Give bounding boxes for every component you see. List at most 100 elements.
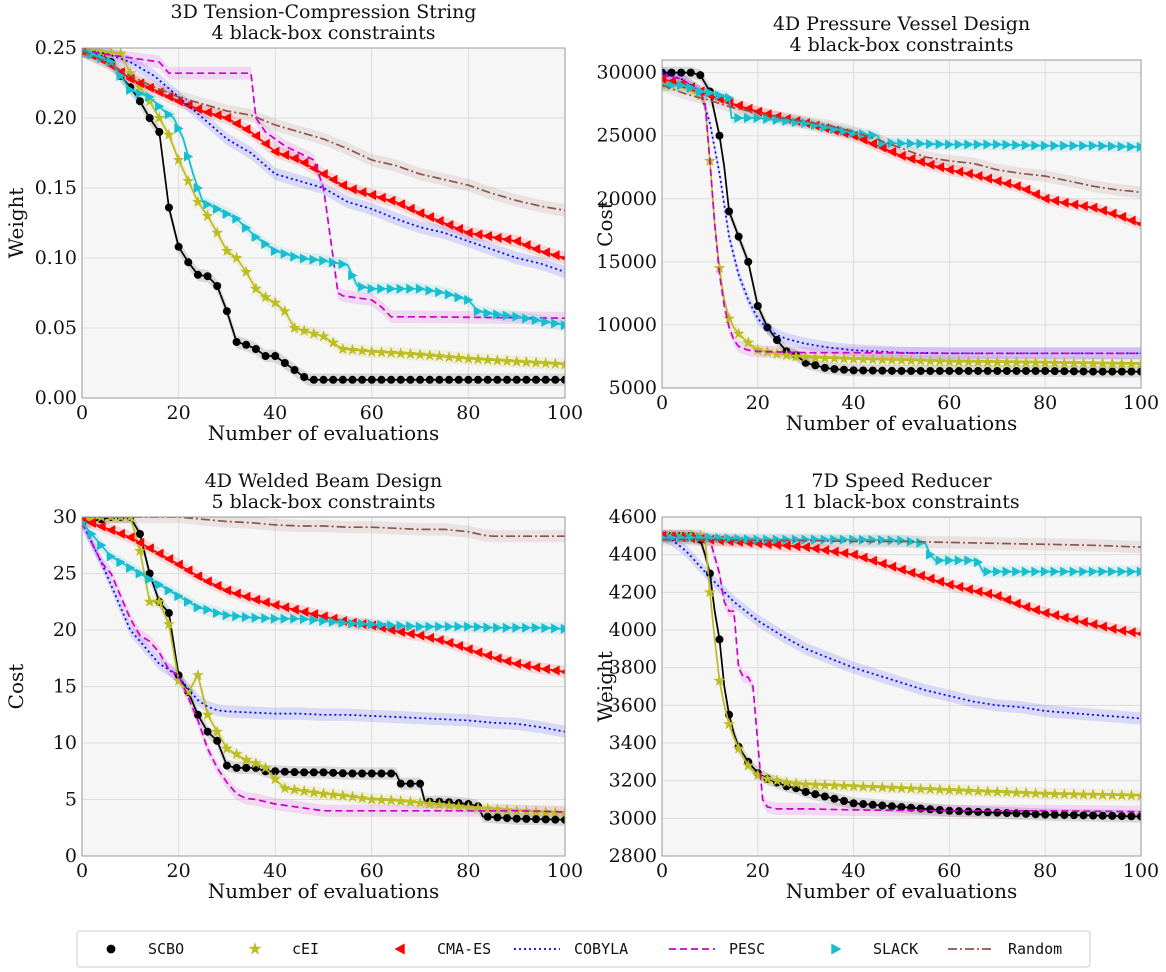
series-marker-scbo <box>233 764 241 772</box>
series-marker-scbo <box>165 204 173 212</box>
series-marker-scbo <box>869 801 877 809</box>
series-marker-scbo <box>310 768 318 776</box>
series-marker-scbo <box>907 367 915 375</box>
series-marker-scbo <box>281 359 289 367</box>
series-marker-scbo <box>358 376 366 384</box>
series-marker-scbo <box>1051 811 1059 819</box>
series-marker-scbo <box>329 376 337 384</box>
series-marker-scbo <box>300 373 308 381</box>
series-marker-scbo <box>926 805 934 813</box>
series-marker-scbo <box>993 367 1001 375</box>
series-marker-scbo <box>522 376 530 384</box>
series-marker-scbo <box>859 800 867 808</box>
series-marker-scbo <box>706 570 714 578</box>
series-marker-scbo <box>677 69 685 77</box>
series-marker-scbo <box>1108 812 1116 820</box>
y-tick-label: 5000 <box>609 377 657 399</box>
series-marker-scbo <box>271 352 279 360</box>
series-marker-scbo <box>993 809 1001 817</box>
y-tick-label: 4600 <box>609 506 657 528</box>
chart-panel-3: 0 20 40 60 80 1000510152025304D Welded Beam D… <box>4 470 583 903</box>
series-marker-scbo <box>1099 812 1107 820</box>
legend: SCBO cEI CMA-ES COBYLA PESC SLACK Random <box>77 931 1090 967</box>
y-tick-label: 3200 <box>609 770 657 792</box>
series-marker-scbo <box>377 770 385 778</box>
series-marker-scbo <box>878 802 886 810</box>
series-marker-scbo <box>965 367 973 375</box>
series-marker-scbo <box>503 814 511 822</box>
x-tick-label: 100 <box>547 402 583 424</box>
y-tick-label: 0.10 <box>35 247 77 269</box>
series-marker-scbo <box>136 97 144 105</box>
series-marker-scbo <box>262 352 270 360</box>
series-marker-scbo <box>1089 812 1097 820</box>
legend-label: cEI <box>292 940 319 958</box>
series-marker-scbo <box>233 338 241 346</box>
series-marker-scbo <box>358 770 366 778</box>
series-marker-scbo <box>754 302 762 310</box>
series-marker-scbo <box>1022 367 1030 375</box>
series-marker-scbo <box>984 808 992 816</box>
y-tick-label: 5 <box>65 789 77 811</box>
series-marker-scbo <box>917 367 925 375</box>
series-marker-scbo <box>945 367 953 375</box>
y-tick-label: 25 <box>53 563 77 585</box>
x-tick-label: 20 <box>746 392 770 414</box>
series-marker-scbo <box>878 367 886 375</box>
series-marker-scbo <box>811 790 819 798</box>
y-tick-label: 3400 <box>609 732 657 754</box>
legend-label: Random <box>1008 940 1062 958</box>
series-marker-scbo <box>484 813 492 821</box>
series-marker-scbo <box>1070 811 1078 819</box>
x-tick-label: 20 <box>167 402 191 424</box>
series-marker-scbo <box>715 635 723 643</box>
series-marker-scbo <box>368 376 376 384</box>
x-axis-label: Number of evaluations <box>786 411 1018 435</box>
series-marker-scbo <box>416 376 424 384</box>
series-marker-scbo <box>725 207 733 215</box>
series-marker-scbo <box>850 366 858 374</box>
series-marker-scbo <box>532 815 540 823</box>
x-tick-label: 100 <box>1123 392 1159 414</box>
series-marker-scbo <box>1060 367 1068 375</box>
series-marker-scbo <box>542 376 550 384</box>
y-tick-label: 30000 <box>597 62 657 84</box>
y-tick-label: 10 <box>53 732 77 754</box>
series-marker-scbo <box>387 770 395 778</box>
series-marker-scbo <box>696 71 704 79</box>
series-marker-scbo <box>204 272 212 280</box>
y-tick-label: 0.20 <box>35 107 77 129</box>
series-marker-scbo <box>888 802 896 810</box>
series-marker-scbo <box>830 795 838 803</box>
x-tick-label: 100 <box>1123 860 1159 882</box>
series-marker-scbo <box>513 815 521 823</box>
y-tick-label: 0 <box>65 845 77 867</box>
series-marker-scbo <box>377 376 385 384</box>
series-marker-scbo <box>493 813 501 821</box>
series-marker-scbo <box>242 341 250 349</box>
y-tick-label: 2800 <box>609 845 657 867</box>
y-tick-label: 30 <box>53 506 77 528</box>
series-marker-scbo <box>397 780 405 788</box>
series-marker-scbo <box>406 780 414 788</box>
x-axis-label: Number of evaluations <box>208 879 440 903</box>
series-marker-scbo <box>773 336 781 344</box>
series-marker-scbo <box>1118 368 1126 376</box>
series-marker-scbo <box>821 792 829 800</box>
series-marker-scbo <box>532 376 540 384</box>
series-marker-scbo <box>840 797 848 805</box>
series-marker-scbo <box>484 376 492 384</box>
y-axis-label: Cost <box>593 201 617 247</box>
series-marker-scbo <box>184 258 192 266</box>
x-tick-label: 0 <box>656 860 668 882</box>
series-marker-scbo <box>1041 367 1049 375</box>
series-marker-scbo <box>888 367 896 375</box>
chart-title: 4D Pressure Vessel Design <box>773 13 1030 35</box>
series-marker-scbo <box>348 770 356 778</box>
series-marker-scbo <box>339 769 347 777</box>
y-axis-label: Weight <box>4 188 28 259</box>
x-axis-label: Number of evaluations <box>786 879 1018 903</box>
y-tick-label: 3000 <box>609 807 657 829</box>
series-marker-scbo <box>840 366 848 374</box>
series-marker-scbo <box>223 307 231 315</box>
